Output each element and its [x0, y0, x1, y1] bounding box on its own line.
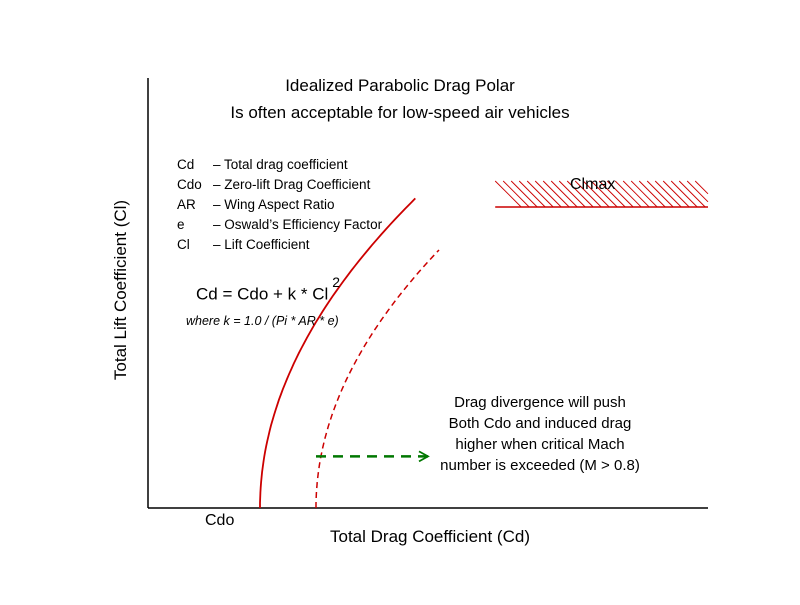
clmax-hatch-stroke — [686, 180, 709, 203]
clmax-hatch-stroke — [646, 180, 674, 208]
clmax-hatch-stroke — [582, 180, 610, 208]
clmax-hatch-stroke — [566, 180, 594, 208]
chart-title: Idealized Parabolic Drag Polar — [285, 76, 515, 95]
legend-symbol: Cd — [177, 157, 195, 172]
clmax-hatch-stroke — [590, 180, 618, 208]
clmax-hatch-stroke — [654, 180, 682, 208]
drag-shift-arrow-head — [418, 450, 430, 463]
drag-equation-exponent: 2 — [332, 274, 341, 290]
note-line: number is exceeded (M > 0.8) — [440, 457, 640, 474]
legend-row-cl: Cl – Lift Coefficient — [177, 235, 310, 255]
x-tick-label-cdo: Cdo — [205, 512, 235, 529]
drag-equation-main: Cd = Cdo + k * Cl — [196, 284, 329, 304]
note-line: Drag divergence will push — [454, 394, 626, 411]
legend-description: – Zero-lift Drag Coefficient — [213, 177, 371, 192]
clmax-hatch-stroke — [550, 180, 578, 208]
clmax-hatch-stroke — [678, 180, 706, 208]
legend-row-ar: AR – Wing Aspect Ratio — [177, 195, 335, 215]
clmax-hatch-stroke — [542, 180, 570, 208]
legend-description: – Lift Coefficient — [213, 237, 310, 252]
legend-row-cdo: Cdo – Zero-lift Drag Coefficient — [177, 175, 370, 195]
clmax-hatch-stroke — [638, 180, 666, 208]
legend-description: – Oswald’s Efficiency Factor — [213, 217, 383, 232]
clmax-hatch-stroke — [526, 180, 554, 208]
clmax-hatch-stroke — [630, 180, 658, 208]
legend-description: – Total drag coefficient — [213, 157, 348, 172]
x-axis-label: Total Drag Coefficient (Cd) — [330, 527, 530, 546]
drag-divergence-note: Drag divergence will push Both Cdo and i… — [405, 392, 675, 476]
clmax-hatch-stroke — [574, 180, 602, 208]
k-definition: where k = 1.0 / (Pi * AR * e) — [186, 314, 339, 328]
legend-row-e: e – Oswald’s Efficiency Factor — [177, 215, 382, 235]
clmax-hatch-stroke — [518, 180, 546, 208]
clmax-hatch-stroke — [598, 180, 626, 208]
clmax-hatch-stroke — [502, 180, 530, 208]
drag-divergence-curve — [315, 249, 440, 508]
clmax-hatch-stroke — [606, 180, 634, 208]
clmax-hatching — [494, 180, 709, 208]
drag-equation: Cd = Cdo + k * Cl2 — [196, 274, 340, 305]
legend-symbol: Cdo — [177, 177, 202, 192]
chart-subtitle: Is often acceptable for low-speed air ve… — [230, 103, 570, 122]
note-line: higher when critical Mach — [455, 436, 625, 453]
legend-description: – Wing Aspect Ratio — [213, 197, 335, 212]
legend-row-cd: Cd – Total drag coefficient — [177, 155, 348, 175]
clmax-hatch-stroke — [670, 180, 698, 208]
clmax-hatch-stroke — [534, 180, 562, 208]
legend-symbol: e — [177, 217, 185, 232]
clmax-hatch-stroke — [662, 180, 690, 208]
drag-polar-curve — [259, 197, 416, 508]
clmax-hatch-stroke — [622, 180, 650, 208]
clmax-hatch-stroke — [694, 180, 709, 195]
clmax-label: Clmax — [570, 176, 616, 193]
clmax-hatch-stroke — [494, 180, 522, 208]
clmax-hatch-stroke — [614, 180, 642, 208]
y-axis-label: Total Lift Coefficient (Cl) — [111, 199, 130, 381]
clmax-hatch-stroke — [510, 180, 538, 208]
note-line: Both Cdo and induced drag — [448, 415, 632, 432]
legend-symbol: Cl — [177, 237, 190, 252]
clmax-hatch-stroke — [558, 180, 586, 208]
legend-symbol: AR — [177, 197, 196, 212]
